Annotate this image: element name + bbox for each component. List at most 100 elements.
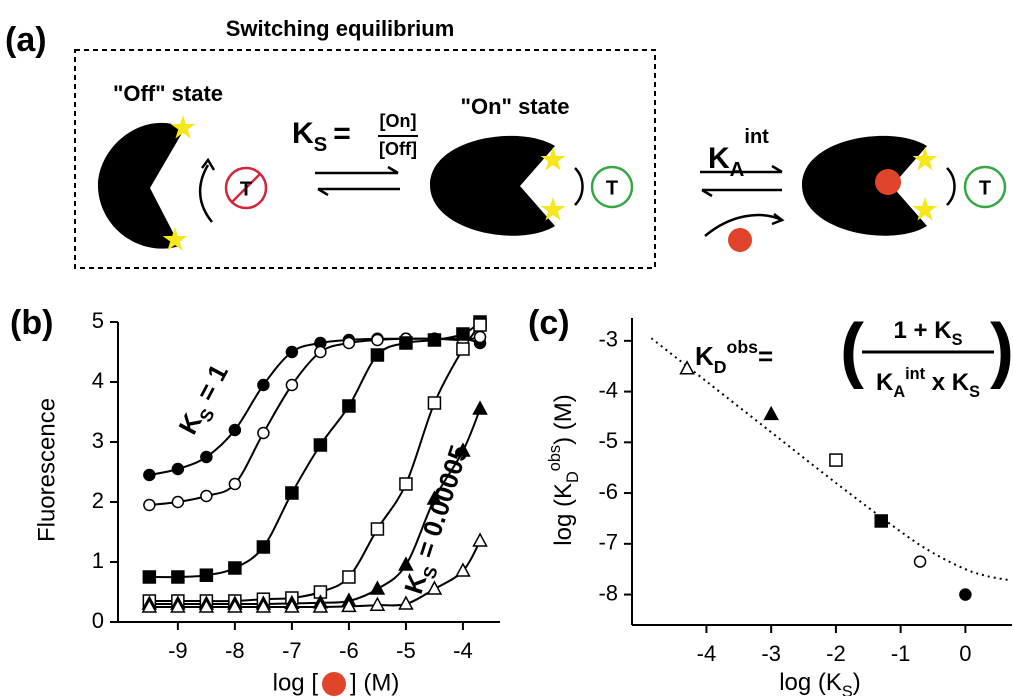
y-tick-label: 5 (92, 308, 104, 333)
marker (342, 570, 356, 584)
marker (284, 598, 300, 613)
off-label: "Off" state (113, 81, 223, 106)
x-axis-label-part: log (K (779, 669, 842, 696)
on-label: "On" state (461, 94, 570, 119)
equation-den-part: int (905, 365, 925, 383)
equation-num-part: 1 + K (894, 317, 953, 344)
ka-symbol: K (708, 142, 730, 175)
marker (341, 597, 357, 613)
marker (473, 330, 487, 344)
marker (371, 333, 384, 347)
x-tick-label: 0 (959, 641, 971, 666)
x-tick-label: -2 (826, 641, 846, 666)
ks-num: [On] (380, 111, 417, 131)
marker (456, 342, 470, 356)
marker (171, 495, 185, 509)
marker (472, 532, 488, 547)
marker (142, 570, 157, 584)
equation-num-part: S (952, 331, 963, 349)
marker (313, 438, 328, 452)
panel-label: (a) (5, 21, 47, 59)
star (912, 147, 938, 171)
dashed-box (74, 49, 656, 269)
marker (256, 540, 271, 554)
marker (342, 336, 356, 350)
x-axis-label: ] (M) (350, 669, 399, 696)
marker (874, 514, 888, 528)
marker (369, 596, 386, 611)
equation-den-part: x K (925, 369, 970, 396)
marker (199, 568, 214, 582)
marker (473, 318, 487, 332)
marker (285, 378, 299, 392)
marker (314, 345, 327, 359)
y-axis-label: Fluorescence (33, 398, 60, 542)
ka-label: KAint (708, 126, 769, 181)
y-tick-label: 4 (92, 368, 104, 393)
y-axis-label-part: ) (M) (550, 394, 577, 445)
x-tick-label: -6 (339, 638, 359, 663)
x-tick-label: -1 (891, 641, 911, 666)
y-tick-label: -7 (598, 530, 618, 555)
star (170, 115, 196, 139)
paren: ( (840, 310, 864, 390)
ligand-symbol (322, 672, 346, 696)
marker (679, 360, 695, 375)
x-tick-label: -8 (225, 638, 245, 663)
marker (200, 489, 213, 503)
marker (228, 477, 242, 491)
diagram-title: Switching equilibrium (226, 16, 455, 41)
marker (398, 595, 414, 610)
marker (200, 450, 213, 464)
ks-den: [Off] (379, 139, 417, 159)
marker (913, 555, 927, 568)
marker (312, 598, 329, 613)
ks-eq: = (333, 117, 351, 150)
y-tick-label: -4 (598, 377, 618, 402)
equation-den: KAint x KS (876, 365, 980, 401)
x-tick-label: -9 (168, 638, 188, 663)
target-label: T (606, 177, 618, 199)
x-tick-label: -4 (697, 641, 717, 666)
x-axis-label-part: S (842, 683, 853, 696)
marker (170, 598, 186, 613)
marker (285, 345, 299, 359)
annotation-part: = 1 (187, 359, 234, 412)
star (540, 147, 566, 171)
y-tick-label: 0 (92, 608, 104, 633)
marker (399, 477, 413, 491)
ks-sub: S (314, 134, 328, 156)
y-axis-label-part: log (K (550, 483, 577, 546)
marker (829, 453, 843, 467)
equation-lhs: KDobs= (695, 337, 773, 377)
y-tick-label: -3 (598, 327, 618, 352)
equation-den-part: A (893, 383, 905, 401)
marker (143, 468, 156, 482)
marker (959, 588, 972, 601)
equation-lhs-part: obs (727, 337, 759, 357)
y-tick-label: 1 (92, 548, 104, 573)
ka-sub: A (730, 159, 745, 181)
marker (285, 486, 299, 500)
marker (763, 405, 779, 421)
marker (171, 570, 185, 584)
star (912, 197, 938, 221)
target-label: T (240, 178, 252, 200)
ka-sup: int (744, 126, 769, 148)
marker (198, 598, 215, 613)
marker (257, 426, 270, 440)
x-axis-label: log [ (273, 669, 319, 696)
y-axis-label: log (KDobs) (M) (546, 394, 582, 545)
marker (342, 399, 356, 413)
diagram-shapes (97, 122, 1007, 252)
marker (455, 562, 471, 577)
marker (370, 522, 385, 536)
y-axis-label-part: obs (546, 445, 564, 471)
marker (257, 378, 270, 392)
equation-lhs-part: D (714, 357, 727, 377)
target-label: T (979, 177, 991, 199)
marker (228, 423, 242, 437)
equation-lhs-part: = (758, 341, 773, 371)
y-tick-label: -8 (598, 580, 618, 605)
